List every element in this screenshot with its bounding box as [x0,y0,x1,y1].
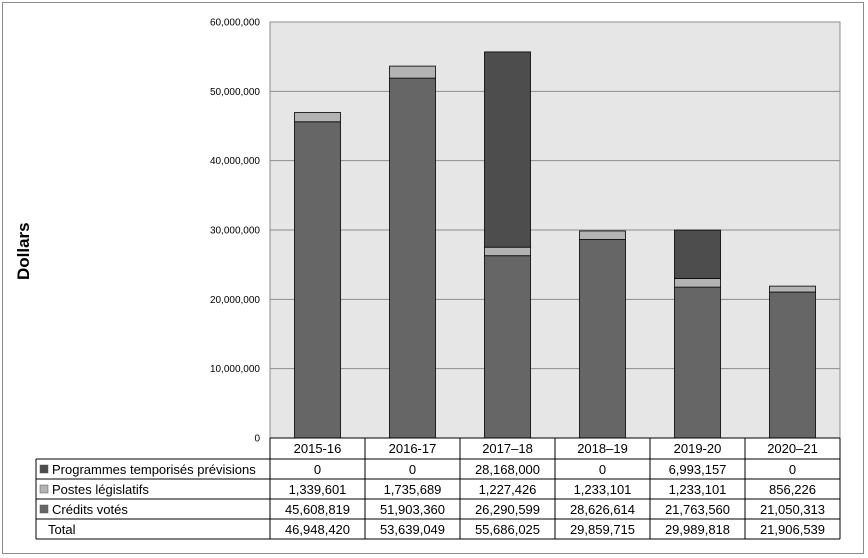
bar-segment [389,65,436,79]
x-tick-label: 2015-16 [294,441,342,456]
total-value: 29,859,715 [570,522,635,537]
x-tick-label: 2019-20 [674,441,722,456]
y-tick-label: 60,000,000 [210,18,260,29]
data-label: 1,233,101 [669,482,727,497]
total-label: Total [48,522,76,537]
legend-label: Postes législatifs [52,482,149,497]
data-label: 0 [789,462,796,477]
data-label: 28,168,000 [475,462,540,477]
bar-segment [484,246,531,257]
data-label: 0 [599,462,606,477]
legend-label: Crédits votés [52,502,128,517]
data-label: 51,903,360 [380,502,445,517]
bar-segment [294,121,341,439]
bar-segment [674,278,721,288]
bar-segment [484,255,531,439]
legend-swatch [39,484,49,494]
data-label: 45,608,819 [285,502,350,517]
data-label: 0 [409,462,416,477]
y-tick-label: 40,000,000 [210,156,260,167]
legend-swatch [39,464,49,474]
total-value: 55,686,025 [475,522,540,537]
total-value: 29,989,818 [665,522,730,537]
total-value: 46,948,420 [285,522,350,537]
data-label: 6,993,157 [669,462,727,477]
data-label: 856,226 [769,482,816,497]
y-tick-label: 30,000,000 [210,226,260,237]
x-tick-label: 2017–18 [482,441,533,456]
y-tick-label: 10,000,000 [210,364,260,375]
bar-segment [769,285,816,293]
data-label: 28,626,614 [570,502,635,517]
data-label: 21,050,313 [760,502,825,517]
x-tick-label: 2018–19 [577,441,628,456]
y-tick-label: 0 [254,434,260,445]
total-value: 21,906,539 [760,522,825,537]
bar-segment [674,229,721,279]
bar-segment [389,77,436,439]
x-tick-label: 2016-17 [389,441,437,456]
total-value: 53,639,049 [380,522,445,537]
x-tick-label: 2020–21 [767,441,818,456]
data-label: 1,227,426 [479,482,537,497]
data-label: 1,735,689 [384,482,442,497]
bar-segment [294,112,341,123]
data-label: 26,290,599 [475,502,540,517]
bar-segment [674,286,721,439]
data-label: 1,339,601 [289,482,347,497]
data-label: 1,233,101 [574,482,632,497]
y-tick-label: 50,000,000 [210,87,260,98]
legend-label: Programmes temporisés prévisions [52,462,256,477]
legend-swatch [39,504,49,514]
data-label: 21,763,560 [665,502,730,517]
bar-segment [769,291,816,439]
y-tick-label: 20,000,000 [210,295,260,306]
bar-segment [579,239,626,439]
data-table: 2015-16 2016-17 2017–18 2018–19 2019-20 2020–… [35,437,841,540]
data-label: 0 [314,462,321,477]
bar-segment [484,51,531,248]
bar-segment [579,230,626,240]
